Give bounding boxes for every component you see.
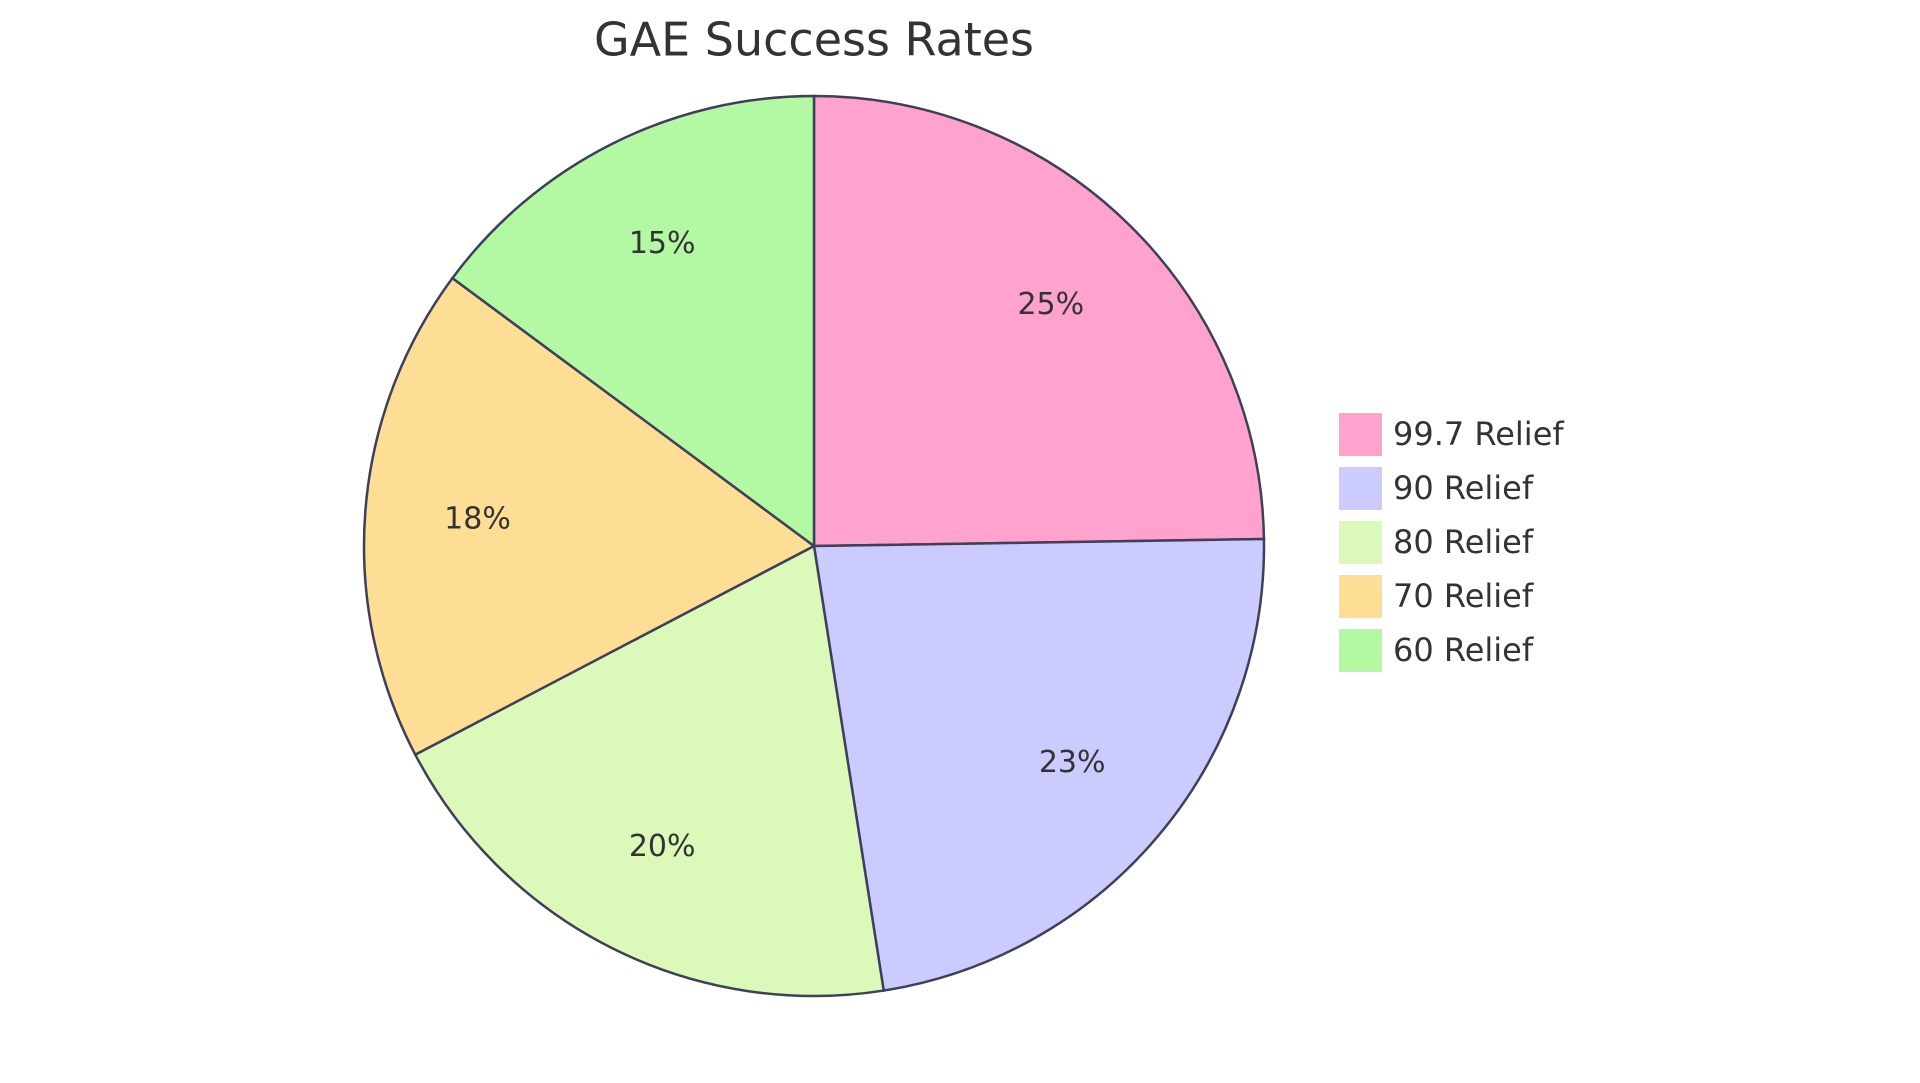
pie-slice	[812, 94, 1266, 548]
legend-swatch	[1337, 411, 1384, 458]
legend-swatch	[1337, 573, 1384, 620]
legend-label: 60 Relief	[1393, 631, 1534, 669]
legend-swatch	[1337, 627, 1384, 674]
slice-label: 23%	[1039, 745, 1106, 780]
legend-label: 99.7 Relief	[1393, 415, 1564, 453]
slice-label: 15%	[629, 226, 696, 261]
legend-swatch	[1337, 465, 1384, 512]
slice-label: 20%	[629, 829, 696, 864]
slice-label: 25%	[1017, 287, 1084, 322]
chart-title: GAE Success Rates	[594, 13, 1034, 67]
legend-label: 80 Relief	[1393, 523, 1534, 561]
pie-slice	[362, 276, 817, 757]
pie-slice	[413, 544, 886, 998]
legend-swatch	[1337, 519, 1384, 566]
slice-label: 18%	[444, 501, 511, 536]
legend-label: 90 Relief	[1393, 469, 1534, 507]
pie-slice	[812, 537, 1266, 992]
pie-slice	[450, 94, 816, 549]
legend-label: 70 Relief	[1393, 577, 1534, 615]
